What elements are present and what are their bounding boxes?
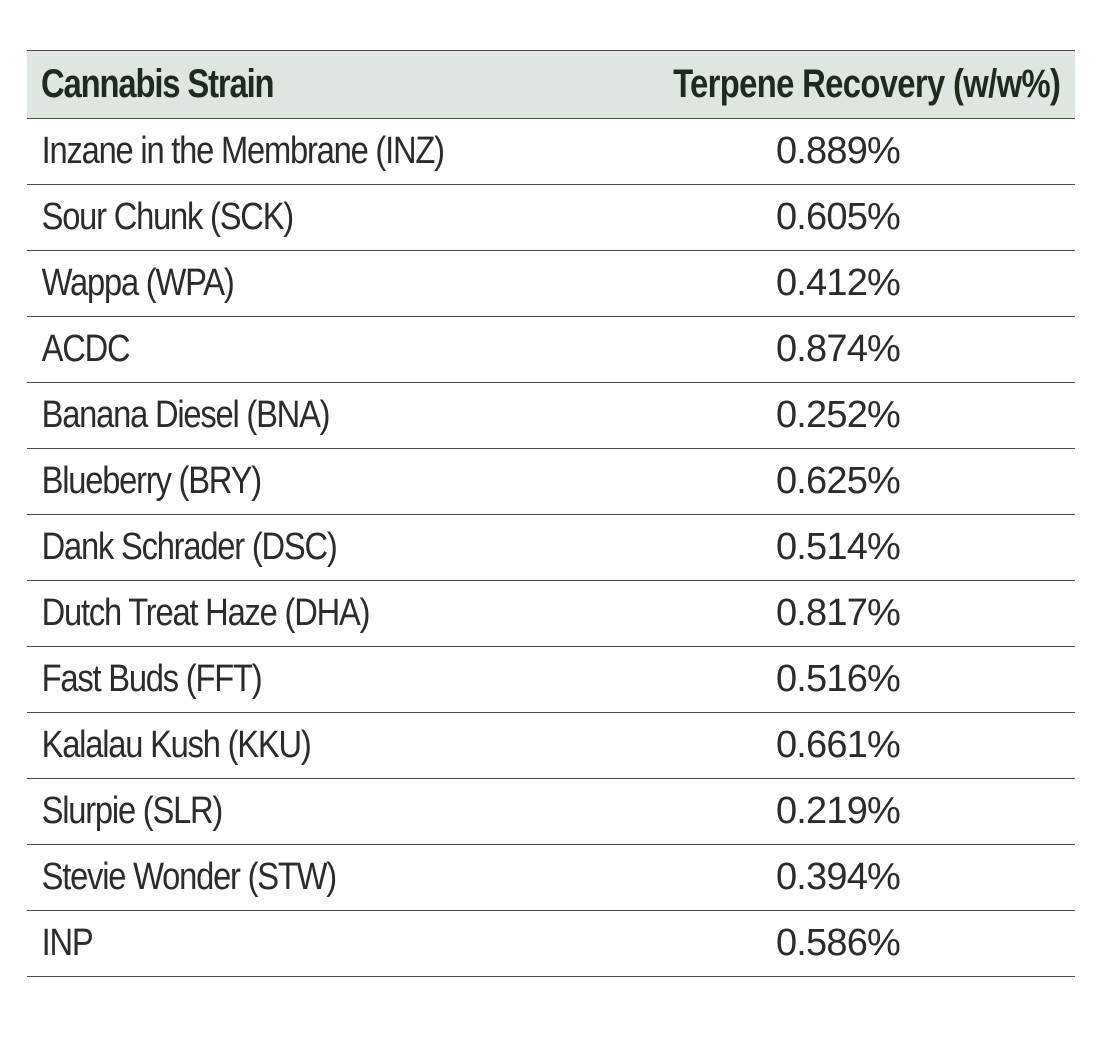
terpene-recovery-cell: 0.252% xyxy=(775,394,901,436)
strain-name-cell: Kalalau Kush (KKU) xyxy=(41,724,312,766)
strain-name-cell: Wappa (WPA) xyxy=(41,262,235,304)
terpene-recovery-cell: 0.661% xyxy=(775,724,901,766)
strain-name-cell: Dank Schrader (DSC) xyxy=(41,526,338,568)
terpene-recovery-cell: 0.514% xyxy=(775,526,901,568)
strain-name-cell: Inzane in the Membrane (INZ) xyxy=(41,130,445,172)
table-row: Kalalau Kush (KKU) 0.661% xyxy=(27,713,1075,779)
table-row: Blueberry (BRY) 0.625% xyxy=(27,449,1075,515)
terpene-recovery-cell: 0.605% xyxy=(775,196,901,238)
terpene-recovery-cell: 0.412% xyxy=(775,262,901,304)
table-row: Slurpie (SLR) 0.219% xyxy=(27,779,1075,845)
strain-name-cell: INP xyxy=(41,922,94,964)
terpene-recovery-cell: 0.874% xyxy=(775,328,901,370)
table-header-row: Cannabis Strain Terpene Recovery (w/w%) xyxy=(27,51,1075,119)
terpene-recovery-cell: 0.586% xyxy=(775,922,901,964)
strain-name-cell: Dutch Treat Haze (DHA) xyxy=(41,592,371,634)
table-row: Fast Buds (FFT) 0.516% xyxy=(27,647,1075,713)
header-terpene-recovery: Terpene Recovery (w/w%) xyxy=(673,62,1061,106)
strain-name-cell: Blueberry (BRY) xyxy=(41,460,262,502)
terpene-recovery-cell: 0.219% xyxy=(775,790,901,832)
terpene-recovery-cell: 0.889% xyxy=(775,130,901,172)
strain-name-cell: ACDC xyxy=(41,328,131,370)
table-body: Inzane in the Membrane (INZ) 0.889% Sour C… xyxy=(27,119,1075,977)
table-row: ACDC 0.874% xyxy=(27,317,1075,383)
header-cannabis-strain: Cannabis Strain xyxy=(40,62,275,106)
strain-name-cell: Slurpie (SLR) xyxy=(41,790,224,832)
table-row: Inzane in the Membrane (INZ) 0.889% xyxy=(27,119,1075,185)
table-row: Wappa (WPA) 0.412% xyxy=(27,251,1075,317)
terpene-recovery-cell: 0.817% xyxy=(775,592,901,634)
terpene-recovery-cell: 0.394% xyxy=(775,856,901,898)
terpene-recovery-cell: 0.516% xyxy=(775,658,901,700)
table-row: Dutch Treat Haze (DHA) 0.817% xyxy=(27,581,1075,647)
table-row: Dank Schrader (DSC) 0.514% xyxy=(27,515,1075,581)
table-row: INP 0.586% xyxy=(27,911,1075,977)
table-row: Sour Chunk (SCK) 0.605% xyxy=(27,185,1075,251)
strain-name-cell: Fast Buds (FFT) xyxy=(41,658,263,700)
table-row: Stevie Wonder (STW) 0.394% xyxy=(27,845,1075,911)
strain-name-cell: Banana Diesel (BNA) xyxy=(41,394,331,436)
terpene-recovery-cell: 0.625% xyxy=(775,460,901,502)
terpene-recovery-table: Cannabis Strain Terpene Recovery (w/w%) … xyxy=(27,50,1075,977)
table-row: Banana Diesel (BNA) 0.252% xyxy=(27,383,1075,449)
strain-name-cell: Sour Chunk (SCK) xyxy=(41,196,295,238)
strain-name-cell: Stevie Wonder (STW) xyxy=(41,856,338,898)
